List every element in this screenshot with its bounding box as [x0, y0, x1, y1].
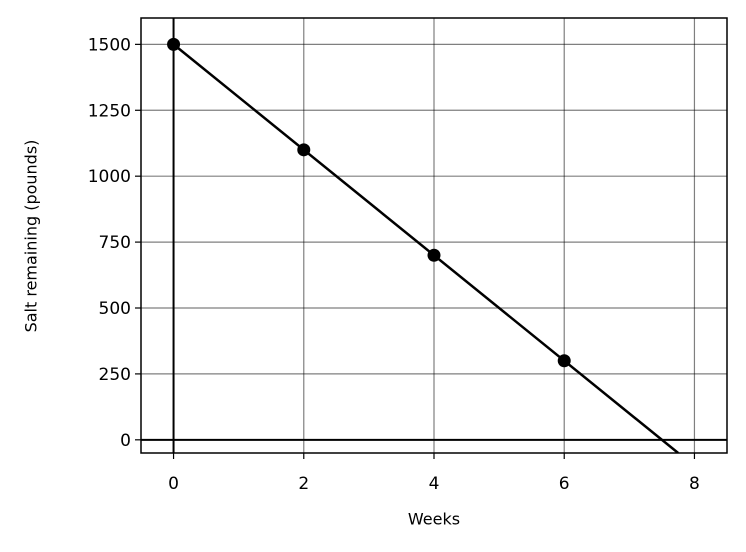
x-axis-label: Weeks	[408, 510, 460, 529]
plot-frame	[140, 17, 728, 454]
plot-area	[141, 18, 727, 453]
y-tick-label: 500	[99, 299, 131, 319]
y-tick-label: 1500	[88, 35, 131, 55]
data-point	[427, 248, 441, 262]
data-point	[557, 354, 571, 368]
x-tick-label: 8	[689, 474, 700, 494]
y-tick-label: 250	[99, 365, 131, 385]
x-tick-label: 6	[559, 474, 570, 494]
y-axis-label: Salt remaining (pounds)	[22, 140, 41, 333]
x-tick-label: 2	[298, 474, 309, 494]
data-line	[172, 43, 679, 453]
y-tick-label: 1000	[88, 167, 131, 187]
y-tick-label: 1250	[88, 101, 131, 121]
x-tick-label: 4	[429, 474, 440, 494]
data-point	[167, 37, 181, 51]
data-point	[297, 143, 311, 157]
x-tick-label: 0	[168, 474, 179, 494]
y-tick-label: 0	[120, 431, 131, 451]
y-tick-label: 750	[99, 233, 131, 253]
